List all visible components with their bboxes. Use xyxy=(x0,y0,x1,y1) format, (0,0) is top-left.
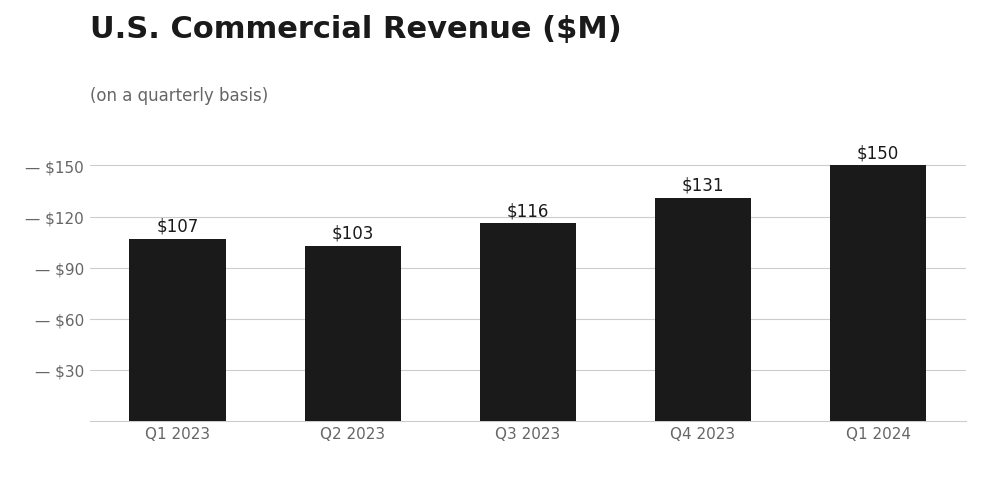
Bar xyxy=(129,239,226,421)
Text: $131: $131 xyxy=(681,176,724,194)
Text: $150: $150 xyxy=(857,144,899,162)
Text: (on a quarterly basis): (on a quarterly basis) xyxy=(90,87,268,105)
Bar xyxy=(480,224,576,421)
Text: $103: $103 xyxy=(332,224,374,242)
Bar xyxy=(830,166,926,421)
Text: $116: $116 xyxy=(507,202,549,220)
Bar xyxy=(654,198,751,421)
Text: U.S. Commercial Revenue ($M): U.S. Commercial Revenue ($M) xyxy=(90,15,622,44)
Bar xyxy=(305,246,401,421)
Text: $107: $107 xyxy=(156,217,199,235)
